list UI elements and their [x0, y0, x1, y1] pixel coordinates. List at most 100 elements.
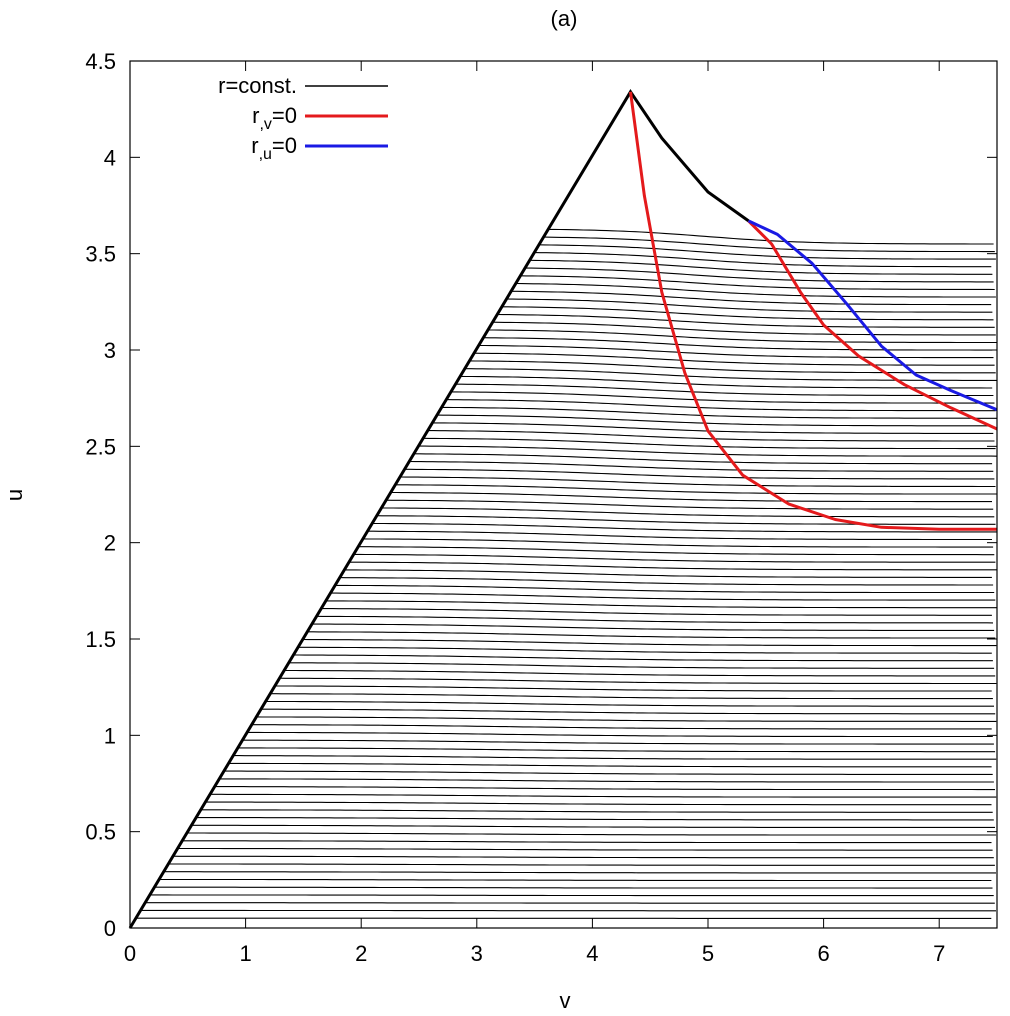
contour-line — [191, 824, 995, 828]
contour-line — [367, 530, 992, 541]
contour-line — [428, 430, 995, 442]
contour-line — [349, 561, 997, 571]
y-tick-label: 4.5 — [85, 49, 116, 74]
contour-line — [275, 685, 992, 692]
contour-line — [279, 677, 997, 685]
series-line — [747, 219, 998, 431]
contour-line — [502, 306, 994, 321]
contour-line — [335, 584, 995, 594]
contour-line — [288, 662, 995, 669]
contour-line — [451, 391, 995, 404]
contour-line — [321, 608, 992, 616]
contour-line — [441, 406, 997, 419]
x-axis-ticks: 0 1 2 3 4 5 6 7 — [124, 61, 945, 966]
contour-line — [256, 716, 997, 722]
y-tick-label: 1 — [104, 723, 116, 748]
contour-line — [460, 375, 993, 389]
legend: r=const. r,v=0 r,u=0 — [218, 73, 388, 163]
chart-title: (a) — [551, 6, 578, 31]
contour-line — [149, 894, 994, 897]
contour-line — [312, 623, 995, 631]
y-tick-label: 3.5 — [85, 242, 116, 267]
contour-line — [479, 344, 994, 359]
contour-line — [381, 507, 995, 518]
contour-line — [344, 569, 992, 578]
contour-line — [423, 437, 996, 450]
contour-line — [265, 700, 994, 707]
contour-line — [529, 259, 993, 275]
contour-line — [159, 878, 992, 882]
contour-line — [307, 631, 996, 639]
x-tick-label: 0 — [124, 941, 136, 966]
x-axis-label: v — [560, 988, 571, 1013]
contour-line — [404, 468, 995, 480]
contour-line — [145, 902, 995, 904]
contour-line — [390, 491, 992, 503]
contour-line — [548, 228, 994, 245]
contour-line — [154, 886, 993, 889]
contour-line — [497, 313, 995, 328]
y-tick-label: 1.5 — [85, 627, 116, 652]
contour-line — [353, 553, 996, 563]
contour-line — [455, 383, 994, 397]
y-tick-label: 0.5 — [85, 820, 116, 845]
contour-line — [224, 770, 993, 775]
contour-line — [372, 522, 997, 533]
contour-line — [376, 515, 996, 525]
contour-line — [483, 337, 993, 351]
contour-line — [214, 786, 995, 791]
contour-line — [543, 236, 995, 253]
contour-lines — [128, 89, 997, 929]
y-tick-label: 2 — [104, 531, 116, 556]
x-tick-label: 6 — [817, 941, 829, 966]
contour-line — [534, 252, 992, 268]
contour-line — [261, 708, 996, 715]
contour-line — [516, 282, 996, 298]
contour-line — [386, 499, 994, 510]
contour-line — [205, 801, 992, 806]
y-tick-label: 4 — [104, 145, 116, 170]
contour-line — [228, 762, 992, 768]
contour-line — [520, 275, 995, 291]
contour-line — [247, 731, 993, 738]
contour-line — [492, 321, 996, 336]
x-tick-label: 1 — [239, 941, 251, 966]
contour-line — [284, 669, 996, 677]
contour-line — [525, 267, 994, 283]
contour-line — [172, 855, 994, 859]
contour-line — [302, 638, 997, 647]
boundary-line — [128, 89, 750, 929]
plot-frame — [129, 60, 998, 929]
contour-line — [200, 809, 993, 813]
contour-line — [511, 290, 992, 306]
contour-line — [233, 755, 997, 760]
series-line — [629, 91, 997, 531]
y-tick-label: 0 — [104, 916, 116, 941]
contour-line — [196, 817, 994, 821]
contour-line — [469, 360, 996, 374]
legend-label-rconst: r=const. — [218, 73, 297, 98]
contour-line — [298, 646, 992, 654]
y-axis-label: u — [2, 489, 27, 501]
contour-line — [242, 739, 994, 745]
contour-line — [270, 693, 993, 700]
contour-line — [400, 476, 996, 488]
contour-line — [358, 546, 995, 556]
contour-line — [219, 778, 994, 783]
contour-line — [539, 244, 996, 260]
contour-line — [237, 747, 996, 753]
y-axis-ticks: 0 0.5 1 1.5 2 2.5 3 3.5 4 4.5 — [85, 49, 997, 941]
x-tick-label: 3 — [471, 941, 483, 966]
contour-line — [293, 654, 993, 662]
contour-line — [437, 414, 993, 427]
x-tick-label: 2 — [355, 941, 367, 966]
contour-line — [330, 592, 996, 601]
contour-line — [168, 863, 995, 866]
contour-line — [210, 793, 997, 798]
contour-line — [432, 422, 994, 434]
x-tick-label: 4 — [586, 941, 598, 966]
contour-line — [418, 445, 997, 457]
contour-line — [465, 368, 997, 381]
x-tick-label: 5 — [702, 941, 714, 966]
